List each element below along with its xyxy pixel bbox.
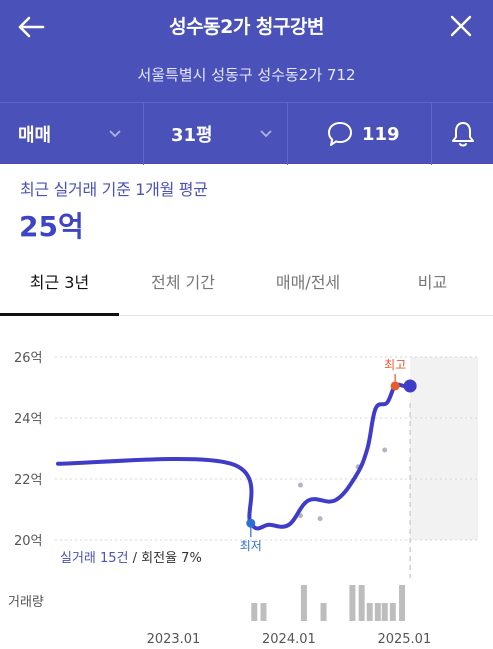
size-label: 31평 [171, 125, 213, 146]
comments-button[interactable]: 119 [288, 103, 432, 165]
trade-type-label: 매매 [18, 125, 52, 146]
tab-compare[interactable]: 비교 [417, 273, 448, 292]
volume-bar [300, 585, 307, 621]
tab-all-period[interactable]: 전체 기간 [151, 273, 215, 292]
transaction-summary: 실거래 15건 / 회전율 7% [60, 551, 202, 566]
price-line [56, 382, 413, 531]
tab-sale-jeonse[interactable]: 매매/전세 [275, 273, 341, 292]
trade-type-dropdown[interactable]: 매매 [0, 103, 144, 165]
min-point [246, 518, 256, 528]
speech-bubble-icon [328, 122, 352, 146]
max-label: 최고 [384, 358, 406, 372]
x-tick-label: 2023.01 [147, 632, 201, 647]
chevron-down-icon [260, 130, 272, 138]
volume-bar [389, 603, 396, 621]
period-tabs: 최근 3년 전체 기간 매매/전세 비교 [0, 260, 493, 316]
transaction-point [382, 447, 388, 453]
close-icon[interactable] [445, 10, 477, 42]
x-tick-label: 2025.01 [377, 632, 431, 647]
current-point [403, 379, 417, 393]
transaction-point [317, 516, 323, 522]
volume-bar [260, 603, 267, 621]
volume-bar [251, 603, 258, 621]
tab-recent-3-years[interactable]: 최근 3년 [29, 273, 90, 292]
max-point [390, 381, 400, 391]
back-arrow-icon[interactable] [14, 10, 48, 44]
app-header: 성수동2가 청구강변 서울특별시 성동구 성수동2가 712 매매 31평 11… [0, 0, 493, 165]
transaction-point [297, 482, 303, 488]
volume-bar [399, 585, 406, 621]
volume-label: 거래량 [8, 595, 44, 610]
min-label: 최저 [240, 539, 262, 553]
chevron-down-icon [109, 130, 121, 138]
filter-bar: 매매 31평 119 [0, 102, 493, 165]
bell-icon [451, 122, 474, 147]
average-price-value: 25억 [19, 210, 84, 243]
x-tick-label: 2024.01 [262, 632, 316, 647]
active-tab-indicator [0, 313, 119, 316]
y-tick-label: 26억 [14, 351, 43, 366]
turnover-rate: / 회전율 7% [129, 551, 202, 566]
page-title: 성수동2가 청구강변 [169, 16, 324, 38]
size-dropdown[interactable]: 31평 [144, 103, 288, 165]
volume-bar [381, 603, 388, 621]
address-text: 서울특별시 성동구 성수동2가 712 [137, 66, 356, 84]
y-tick-label: 20억 [14, 534, 43, 549]
volume-bar [374, 603, 381, 621]
price-basis-label: 최근 실거래 기준 1개월 평균 [20, 180, 208, 199]
volume-bar [358, 585, 365, 621]
y-tick-label: 24억 [14, 412, 43, 427]
y-tick-label: 22억 [14, 473, 43, 488]
volume-bar [320, 603, 327, 621]
volume-bar [349, 585, 356, 621]
volume-bar [366, 603, 373, 621]
future-shade [410, 357, 478, 540]
transaction-count: 실거래 15건 [60, 551, 129, 566]
comment-count: 119 [362, 123, 400, 145]
notification-button[interactable] [432, 103, 493, 165]
